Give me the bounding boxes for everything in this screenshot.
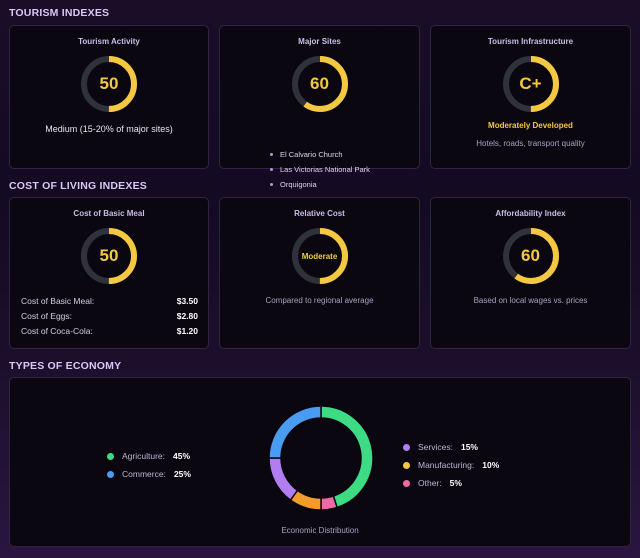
- legend-item-agriculture: Agriculture: 45%: [107, 447, 191, 465]
- gauge-fill: [291, 56, 348, 112]
- price-row-meal: Cost of Basic Meal: $3.50: [21, 296, 198, 306]
- economy-donut-chart: [268, 405, 374, 511]
- legend-dot: [107, 452, 114, 460]
- tourism-section-title: TOURISM INDEXES: [9, 7, 110, 19]
- legend-label: Manufacturing:: [418, 460, 475, 470]
- legend-dot: [403, 461, 410, 469]
- major-sites-gauge: 60: [291, 55, 349, 113]
- relative-cost-card: Relative Cost Moderate Compared to regio…: [219, 197, 420, 349]
- major-sites-value: 60: [310, 74, 329, 93]
- gauge-fill: [502, 228, 559, 284]
- price-label: Cost of Coca-Cola:: [21, 326, 93, 336]
- affordability-card: Affordability Index 60 Based on local wa…: [430, 197, 631, 349]
- tourism-infrastructure-card: Tourism Infrastructure C+ Moderately Dev…: [430, 25, 631, 169]
- tourism-activity-value: 50: [99, 74, 119, 93]
- list-item: Las Victorias National Park: [270, 162, 370, 177]
- economy-chart-caption: Economic Distribution: [281, 526, 359, 535]
- donut-slice-commerce: [268, 405, 322, 459]
- price-value: $2.80: [176, 311, 198, 321]
- tourism-infrastructure-title: Tourism Infrastructure: [487, 37, 574, 46]
- gauge-fill: [81, 228, 137, 284]
- major-sites-list: El Calvario Church Las Victorias Nationa…: [270, 147, 370, 192]
- affordability-title: Affordability Index: [495, 209, 566, 218]
- major-sites-title: Major Sites: [298, 37, 341, 46]
- legend-percent: 15%: [460, 442, 478, 452]
- economy-legend-right: Services: 15% Manufacturing: 10% Other: …: [403, 438, 499, 492]
- economy-section-title: TYPES OF ECONOMY: [9, 360, 122, 372]
- donut-slice-agriculture: [320, 405, 374, 509]
- legend-label: Commerce:: [122, 469, 166, 479]
- legend-percent: 45%: [173, 451, 191, 461]
- gauge-ring: [291, 228, 348, 284]
- gauge-fill: [291, 228, 348, 284]
- tourism-activity-title: Tourism Activity: [78, 37, 140, 46]
- legend-item-other: Other: 5%: [403, 474, 499, 492]
- gauge-ring: [81, 228, 137, 284]
- legend-dot: [403, 443, 410, 451]
- economy-legend-left: Agriculture: 45% Commerce: 25%: [107, 447, 191, 483]
- gauge-ring: [291, 56, 348, 112]
- legend-percent: 10%: [482, 460, 500, 470]
- legend-dot: [107, 470, 114, 478]
- price-label: Cost of Eggs:: [21, 311, 73, 321]
- gauge-ring: [502, 228, 559, 284]
- tourism-activity-gauge: 50: [80, 55, 138, 113]
- tourism-infrastructure-grade: C+: [519, 74, 542, 93]
- legend-item-services: Services: 15%: [403, 438, 499, 456]
- legend-item-commerce: Commerce: 25%: [107, 465, 191, 483]
- tourism-infrastructure-caption: Hotels, roads, transport quality: [476, 139, 585, 148]
- price-value: $3.50: [176, 296, 198, 306]
- price-row-eggs: Cost of Eggs: $2.80: [21, 311, 198, 321]
- affordability-caption: Based on local wages vs. prices: [473, 296, 588, 305]
- cost-section-title: COST OF LIVING INDEXES: [9, 180, 147, 192]
- basic-meal-title: Cost of Basic Meal: [73, 209, 145, 218]
- relative-cost-value: Moderate: [301, 251, 338, 261]
- legend-percent: 5%: [449, 478, 462, 488]
- gauge-ring: [81, 56, 137, 112]
- gauge-fill: [81, 56, 137, 112]
- list-item: El Calvario Church: [270, 147, 370, 162]
- affordability-value: 60: [521, 246, 540, 265]
- affordability-gauge: 60: [502, 227, 560, 285]
- donut-slice-services: [268, 457, 299, 502]
- economy-card: Agriculture: 45% Commerce: 25% Economic …: [9, 377, 631, 547]
- legend-dot: [403, 479, 410, 487]
- price-value: $1.20: [176, 326, 198, 336]
- gauge-ring: [502, 56, 559, 112]
- donut-slice-other: [320, 495, 339, 511]
- gauge-fill: [502, 56, 559, 112]
- price-row-cola: Cost of Coca-Cola: $1.20: [21, 326, 198, 336]
- legend-label: Services:: [418, 442, 453, 452]
- relative-cost-caption: Compared to regional average: [265, 296, 374, 305]
- price-label: Cost of Basic Meal:: [21, 296, 95, 306]
- list-item: Orquigonia: [270, 177, 370, 192]
- basic-meal-gauge: 50: [80, 227, 138, 285]
- basic-meal-value: 50: [99, 246, 119, 265]
- tourism-activity-caption: Medium (15-20% of major sites): [45, 124, 173, 134]
- legend-label: Agriculture:: [122, 451, 165, 461]
- tourism-infrastructure-rating: Moderately Developed: [488, 121, 573, 130]
- tourism-activity-card: Tourism Activity 50 Medium (15-20% of ma…: [9, 25, 209, 169]
- tourism-infrastructure-gauge: C+: [502, 55, 560, 113]
- major-sites-card: Major Sites 60 El Calvario Church Las Vi…: [219, 25, 420, 189]
- legend-item-manufacturing: Manufacturing: 10%: [403, 456, 499, 474]
- relative-cost-title: Relative Cost: [294, 209, 345, 218]
- legend-percent: 25%: [173, 469, 191, 479]
- basic-meal-card: Cost of Basic Meal 50 Cost of Basic Meal…: [9, 197, 209, 349]
- legend-label: Other:: [418, 478, 442, 488]
- relative-cost-gauge: Moderate: [291, 227, 349, 285]
